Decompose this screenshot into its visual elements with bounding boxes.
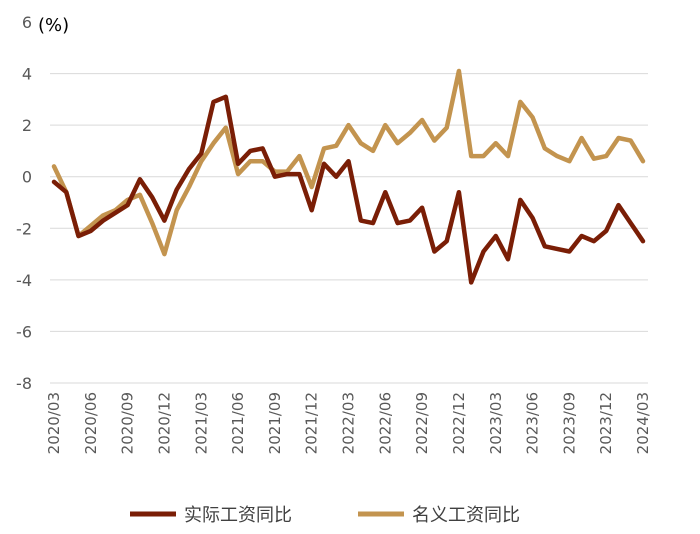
x-tick-label: 2023/03 (487, 392, 505, 454)
x-tick-label: 2022/12 (450, 392, 468, 454)
x-tick-label: 2022/06 (376, 392, 394, 454)
series-line-real-wage (51, 94, 646, 285)
legend-label-real-wage: 实际工资同比 (184, 505, 292, 526)
series-line-nominal-wage (51, 68, 646, 257)
y-tick-label: 4 (22, 65, 32, 84)
x-tick-label: 2021/06 (229, 392, 247, 454)
x-tick-label: 2021/03 (192, 392, 210, 454)
legend: 实际工资同比 名义工资同比 (130, 505, 520, 526)
unit-label: (%) (38, 15, 69, 36)
y-tick-label: -4 (16, 271, 32, 290)
x-tick-label: 2020/03 (45, 392, 63, 454)
x-axis-ticks: 2020/03 2020/06 2020/09 2020/12 2021/03 2021/… (45, 392, 652, 454)
y-tick-label: -8 (16, 374, 32, 393)
y-axis-ticks: 6 4 2 0 -2 -4 -6 -8 (16, 13, 32, 393)
series-lines (51, 68, 646, 285)
x-tick-label: 2024/03 (634, 392, 652, 454)
x-tick-label: 2023/06 (524, 392, 542, 454)
y-tick-label: -6 (16, 322, 32, 341)
y-tick-label: -2 (16, 219, 32, 238)
y-tick-label: 2 (22, 116, 32, 135)
x-tick-label: 2020/06 (82, 392, 100, 454)
legend-label-nominal-wage: 名义工资同比 (412, 505, 520, 526)
x-tick-label: 2022/09 (413, 392, 431, 454)
x-tick-label: 2020/09 (119, 392, 137, 454)
x-tick-label: 2023/12 (597, 392, 615, 454)
x-tick-label: 2022/03 (340, 392, 358, 454)
y-tick-label: 0 (22, 168, 32, 187)
x-tick-label: 2021/12 (303, 392, 321, 454)
x-tick-label: 2021/09 (266, 392, 284, 454)
x-tick-label: 2023/09 (560, 392, 578, 454)
y-tick-label: 6 (22, 13, 32, 32)
gridlines (50, 73, 648, 384)
x-tick-label: 2020/12 (155, 392, 173, 454)
